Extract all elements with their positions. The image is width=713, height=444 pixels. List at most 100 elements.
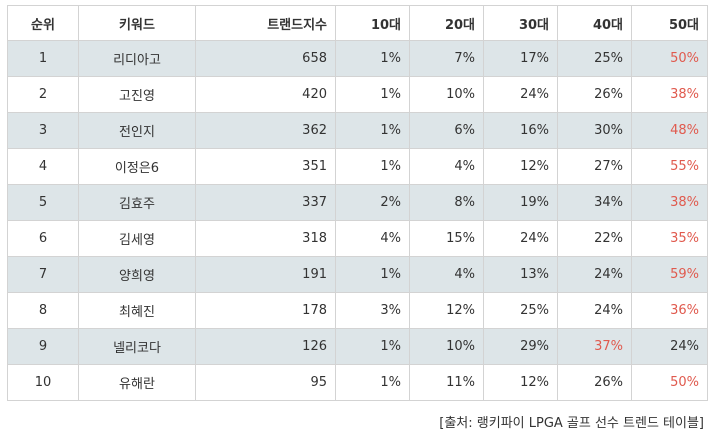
cell-rank: 8 — [7, 292, 79, 329]
header-row: 순위 키워드 트랜드지수 10대 20대 30대 40대 50대 — [7, 5, 708, 41]
cell-age-30s: 17% — [483, 40, 558, 77]
cell-age-10s: 3% — [335, 292, 410, 329]
cell-trend-index: 420 — [195, 76, 336, 113]
cell-rank: 1 — [7, 40, 79, 77]
cell-keyword: 넬리코다 — [78, 328, 196, 365]
cell-rank: 5 — [7, 184, 79, 221]
cell-age-30s: 12% — [483, 148, 558, 185]
table-row: 4 이정은6 351 1% 4% 12% 27% 55% — [7, 148, 708, 185]
cell-age-40s: 25% — [557, 40, 632, 77]
cell-age-10s: 1% — [335, 364, 410, 401]
cell-age-40s: 26% — [557, 76, 632, 113]
cell-age-10s: 1% — [335, 76, 410, 113]
cell-age-20s: 4% — [409, 256, 484, 293]
cell-keyword: 최혜진 — [78, 292, 196, 329]
cell-rank: 3 — [7, 112, 79, 149]
cell-trend-index: 178 — [195, 292, 336, 329]
cell-rank: 10 — [7, 364, 79, 401]
cell-age-40s: 24% — [557, 256, 632, 293]
table-row: 6 김세영 318 4% 15% 24% 22% 35% — [7, 220, 708, 257]
header-keyword: 키워드 — [78, 5, 196, 41]
header-age-20s: 20대 — [409, 5, 484, 41]
table-row: 9 넬리코다 126 1% 10% 29% 37% 24% — [7, 328, 708, 365]
cell-age-50s: 50% — [631, 364, 708, 401]
cell-age-20s: 10% — [409, 76, 484, 113]
cell-age-10s: 1% — [335, 112, 410, 149]
cell-age-10s: 4% — [335, 220, 410, 257]
cell-age-50s: 35% — [631, 220, 708, 257]
cell-trend-index: 362 — [195, 112, 336, 149]
cell-age-20s: 10% — [409, 328, 484, 365]
cell-age-20s: 11% — [409, 364, 484, 401]
cell-age-10s: 1% — [335, 256, 410, 293]
table-row: 7 양희영 191 1% 4% 13% 24% 59% — [7, 256, 708, 293]
cell-trend-index: 658 — [195, 40, 336, 77]
header-rank: 순위 — [7, 5, 79, 41]
cell-age-30s: 12% — [483, 364, 558, 401]
header-age-50s: 50대 — [631, 5, 708, 41]
cell-age-10s: 2% — [335, 184, 410, 221]
cell-age-20s: 12% — [409, 292, 484, 329]
cell-age-50s: 24% — [631, 328, 708, 365]
cell-age-20s: 8% — [409, 184, 484, 221]
cell-age-50s: 38% — [631, 184, 708, 221]
cell-trend-index: 95 — [195, 364, 336, 401]
cell-rank: 9 — [7, 328, 79, 365]
table-body: 1 리디아고 658 1% 7% 17% 25% 50% 2 고진영 420 1% 10% 24% 26% 3… — [7, 40, 708, 401]
header-age-30s: 30대 — [483, 5, 558, 41]
cell-trend-index: 351 — [195, 148, 336, 185]
cell-age-30s: 25% — [483, 292, 558, 329]
cell-rank: 7 — [7, 256, 79, 293]
cell-rank: 6 — [7, 220, 79, 257]
table-row: 5 김효주 337 2% 8% 19% 34% 38% — [7, 184, 708, 221]
cell-age-50s: 48% — [631, 112, 708, 149]
table-row: 8 최혜진 178 3% 12% 25% 24% 36% — [7, 292, 708, 329]
cell-keyword: 양희영 — [78, 256, 196, 293]
cell-age-10s: 1% — [335, 40, 410, 77]
cell-age-20s: 15% — [409, 220, 484, 257]
header-age-40s: 40대 — [557, 5, 632, 41]
cell-keyword: 유해란 — [78, 364, 196, 401]
cell-age-40s: 37% — [557, 328, 632, 365]
cell-age-50s: 50% — [631, 40, 708, 77]
cell-age-50s: 36% — [631, 292, 708, 329]
cell-age-20s: 7% — [409, 40, 484, 77]
cell-keyword: 이정은6 — [78, 148, 196, 185]
cell-age-40s: 22% — [557, 220, 632, 257]
table-row: 2 고진영 420 1% 10% 24% 26% 38% — [7, 76, 708, 113]
cell-keyword: 고진영 — [78, 76, 196, 113]
cell-trend-index: 126 — [195, 328, 336, 365]
header-age-10s: 10대 — [335, 5, 410, 41]
trend-table: 순위 키워드 트랜드지수 10대 20대 30대 40대 50대 1 리디아고 65… — [7, 5, 708, 401]
cell-age-30s: 19% — [483, 184, 558, 221]
cell-age-30s: 29% — [483, 328, 558, 365]
header-trend-index: 트랜드지수 — [195, 5, 336, 41]
table-row: 10 유해란 95 1% 11% 12% 26% 50% — [7, 364, 708, 401]
cell-keyword: 김세영 — [78, 220, 196, 257]
source-caption: [출처: 랭키파이 LPGA 골프 선수 트렌드 테이블] — [439, 416, 704, 431]
cell-trend-index: 191 — [195, 256, 336, 293]
cell-age-20s: 4% — [409, 148, 484, 185]
cell-trend-index: 337 — [195, 184, 336, 221]
cell-rank: 2 — [7, 76, 79, 113]
cell-age-50s: 38% — [631, 76, 708, 113]
cell-age-30s: 13% — [483, 256, 558, 293]
cell-age-30s: 24% — [483, 220, 558, 257]
cell-keyword: 전인지 — [78, 112, 196, 149]
cell-keyword: 김효주 — [78, 184, 196, 221]
cell-age-40s: 30% — [557, 112, 632, 149]
cell-trend-index: 318 — [195, 220, 336, 257]
cell-keyword: 리디아고 — [78, 40, 196, 77]
table-row: 3 전인지 362 1% 6% 16% 30% 48% — [7, 112, 708, 149]
cell-age-30s: 16% — [483, 112, 558, 149]
cell-age-10s: 1% — [335, 328, 410, 365]
cell-age-20s: 6% — [409, 112, 484, 149]
cell-age-40s: 27% — [557, 148, 632, 185]
cell-age-50s: 59% — [631, 256, 708, 293]
cell-age-40s: 24% — [557, 292, 632, 329]
cell-age-30s: 24% — [483, 76, 558, 113]
table-row: 1 리디아고 658 1% 7% 17% 25% 50% — [7, 40, 708, 77]
cell-age-10s: 1% — [335, 148, 410, 185]
cell-age-40s: 26% — [557, 364, 632, 401]
cell-age-40s: 34% — [557, 184, 632, 221]
